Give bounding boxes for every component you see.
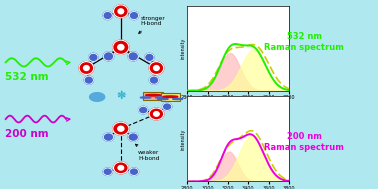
Circle shape bbox=[129, 168, 139, 175]
Circle shape bbox=[118, 9, 124, 14]
Text: ✼: ✼ bbox=[116, 91, 125, 101]
Circle shape bbox=[149, 62, 164, 74]
Circle shape bbox=[139, 106, 148, 114]
Text: ✦: ✦ bbox=[115, 89, 127, 103]
Y-axis label: intensity: intensity bbox=[181, 37, 186, 59]
Circle shape bbox=[140, 97, 151, 98]
Text: stronger
H-bond: stronger H-bond bbox=[139, 16, 165, 33]
Polygon shape bbox=[90, 93, 105, 101]
Circle shape bbox=[103, 133, 114, 141]
Circle shape bbox=[149, 108, 164, 120]
Circle shape bbox=[103, 52, 114, 61]
Circle shape bbox=[163, 103, 172, 110]
Circle shape bbox=[103, 12, 112, 20]
Circle shape bbox=[128, 52, 138, 61]
Text: 200 nm
Raman spectrum: 200 nm Raman spectrum bbox=[264, 132, 344, 152]
Circle shape bbox=[155, 97, 166, 98]
Text: weaker
H-bond: weaker H-bond bbox=[135, 144, 160, 161]
FancyBboxPatch shape bbox=[144, 92, 163, 100]
Circle shape bbox=[118, 126, 124, 131]
Circle shape bbox=[84, 76, 93, 84]
X-axis label: wavenumber (cm⁻¹): wavenumber (cm⁻¹) bbox=[214, 101, 263, 106]
Circle shape bbox=[145, 53, 154, 61]
Circle shape bbox=[113, 122, 129, 135]
Circle shape bbox=[146, 94, 161, 96]
Circle shape bbox=[153, 112, 159, 116]
Circle shape bbox=[103, 168, 112, 175]
Circle shape bbox=[113, 162, 128, 174]
Circle shape bbox=[89, 53, 98, 61]
Circle shape bbox=[84, 66, 89, 70]
Circle shape bbox=[158, 98, 168, 100]
Circle shape bbox=[153, 66, 159, 70]
Text: 532 nm
Raman spectrum: 532 nm Raman spectrum bbox=[264, 32, 344, 52]
Y-axis label: intensity: intensity bbox=[181, 128, 186, 150]
Circle shape bbox=[128, 133, 138, 141]
Circle shape bbox=[79, 62, 94, 74]
Circle shape bbox=[118, 45, 124, 50]
Circle shape bbox=[129, 12, 139, 20]
Text: 532 nm: 532 nm bbox=[5, 72, 48, 82]
Circle shape bbox=[149, 76, 159, 84]
Circle shape bbox=[113, 5, 128, 18]
FancyBboxPatch shape bbox=[161, 93, 180, 101]
Circle shape bbox=[118, 166, 124, 170]
Circle shape bbox=[113, 40, 129, 54]
Circle shape bbox=[163, 96, 178, 98]
Text: 200 nm: 200 nm bbox=[5, 129, 48, 139]
Circle shape bbox=[172, 98, 183, 100]
